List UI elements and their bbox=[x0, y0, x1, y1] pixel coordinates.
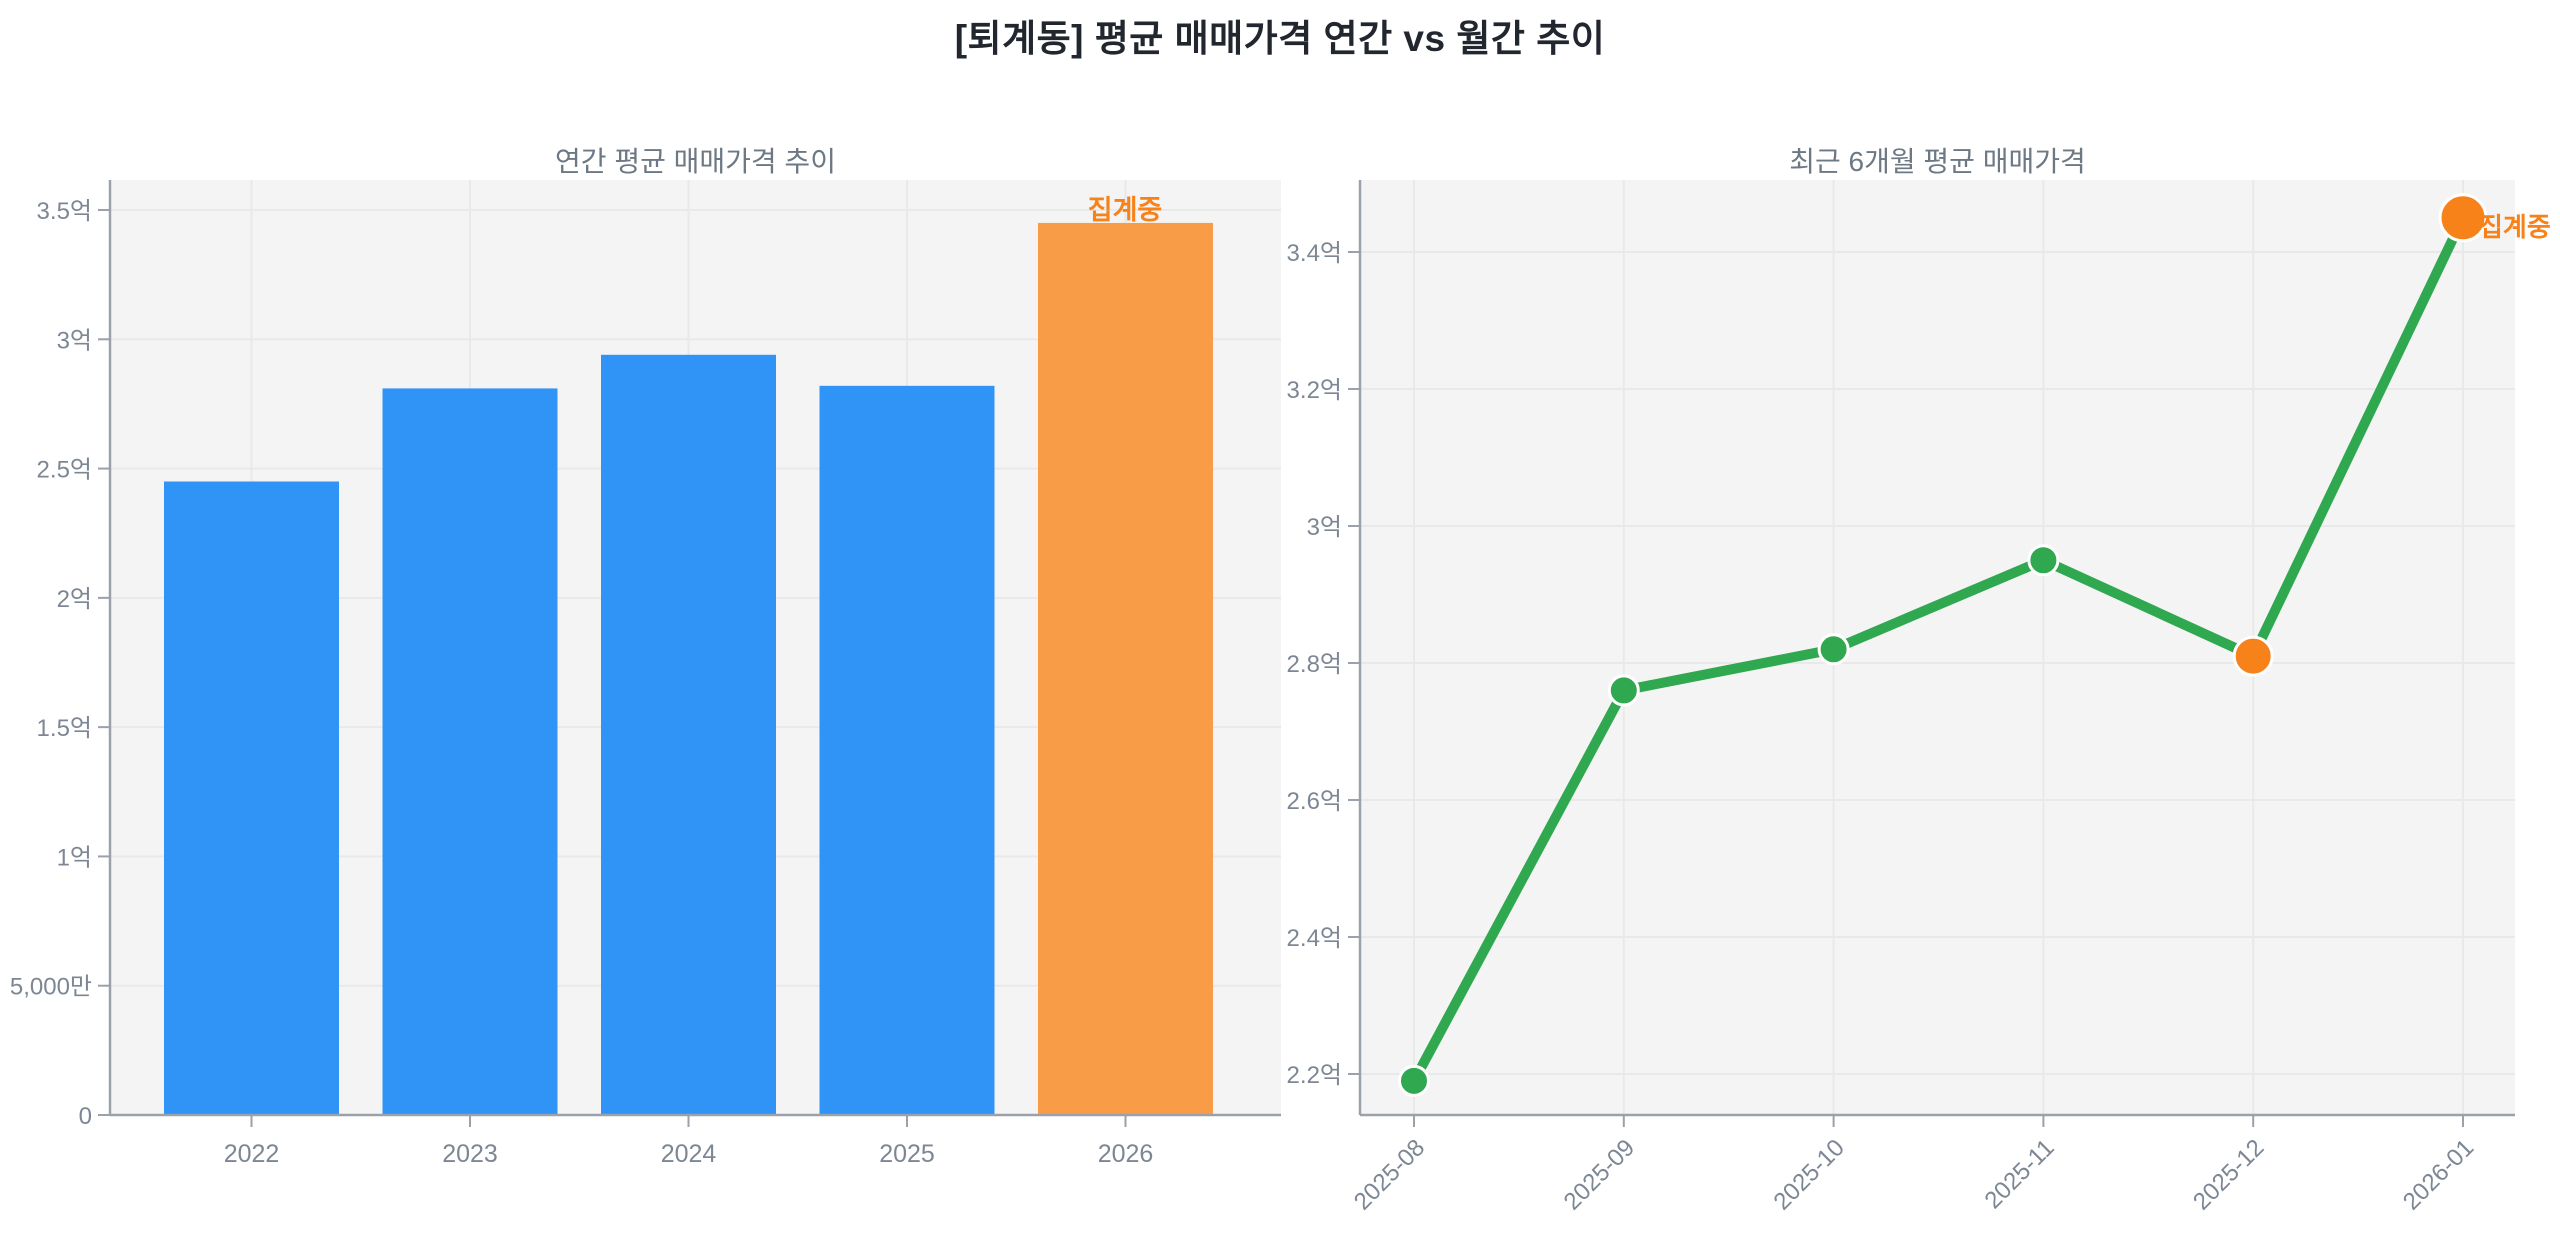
monthly-y-tick-label: 3.4억 bbox=[1287, 240, 1342, 267]
annual-x-tick-label: 2024 bbox=[661, 1140, 717, 1168]
annual-y-tick-label: 2억 bbox=[57, 586, 92, 613]
annual-x-tick-label: 2025 bbox=[879, 1140, 935, 1168]
annual-y-tick-label: 1.5억 bbox=[37, 715, 92, 742]
bar-2025 bbox=[819, 385, 995, 1115]
bar-2023 bbox=[382, 388, 558, 1115]
annual-y-tick-label: 2.5억 bbox=[37, 457, 92, 484]
price-trend-line bbox=[1409, 212, 2468, 1086]
monthly-aggregating-label: 집계중 bbox=[2479, 212, 2551, 242]
marker-2025-09 bbox=[1607, 674, 1640, 707]
marker-2025-08 bbox=[1398, 1064, 1430, 1097]
marker-2025-11 bbox=[2027, 544, 2060, 577]
monthly-y-tick-label: 2.6억 bbox=[1287, 788, 1342, 815]
monthly-x-tick-label: 2025-11 bbox=[1980, 1134, 2060, 1214]
monthly-x-tick-label: 2025-10 bbox=[1768, 1134, 1849, 1215]
monthly-chart: 2.2억 2.4억 2.6억 2.8억 3억 3.2억 3.4억 2025-08 2025-09… bbox=[1287, 180, 2515, 1216]
bar-2024 bbox=[601, 354, 776, 1115]
monthly-plot-area bbox=[1360, 180, 2515, 1115]
monthly-y-tick-label: 2.2억 bbox=[1287, 1062, 1342, 1089]
annual-x-tick-label: 2022 bbox=[224, 1140, 280, 1168]
monthly-chart-title: 최근 6개월 평균 매매가격 bbox=[1789, 146, 2086, 177]
annual-y-tick-label: 3.5억 bbox=[37, 198, 92, 225]
marker-2025-12 bbox=[2232, 635, 2274, 677]
page-title: [퇴계동] 평균 매매가격 연간 vs 월간 추이 bbox=[954, 18, 1606, 59]
monthly-x-tick-label: 2025-12 bbox=[2188, 1134, 2269, 1215]
annual-chart-title: 연간 평균 매매가격 추이 bbox=[555, 146, 836, 177]
annual-y-tick-label: 0 bbox=[79, 1103, 92, 1130]
monthly-y-tick-label: 2.4억 bbox=[1287, 925, 1342, 952]
annual-chart: 0 5,000만 1억 1.5억 2억 2.5억 3억 3.5억 2022 2023 2024 202… bbox=[10, 180, 1281, 1168]
monthly-x-tick-label: 2025-09 bbox=[1559, 1134, 1640, 1215]
monthly-y-tick-label: 2.8억 bbox=[1287, 651, 1342, 678]
annual-y-tick-label: 1억 bbox=[57, 844, 92, 871]
annual-x-tick-label: 2026 bbox=[1098, 1140, 1154, 1168]
monthly-x-tick-label: 2026-01 bbox=[2398, 1134, 2479, 1215]
bar-2026 bbox=[1038, 222, 1213, 1116]
marker-2025-10 bbox=[1817, 633, 1850, 666]
annual-aggregating-label: 집계중 bbox=[1087, 195, 1163, 225]
bar-2022 bbox=[164, 481, 339, 1115]
annual-y-tick-label: 5,000만 bbox=[10, 974, 92, 1001]
annual-y-tick-label: 3억 bbox=[57, 327, 92, 354]
marker-2026-01 bbox=[2438, 193, 2488, 243]
annual-x-tick-label: 2023 bbox=[442, 1140, 498, 1168]
monthly-y-tick-label: 3억 bbox=[1307, 514, 1342, 541]
monthly-x-tick-label: 2025-08 bbox=[1349, 1134, 1430, 1215]
monthly-y-tick-label: 3.2억 bbox=[1287, 377, 1342, 404]
